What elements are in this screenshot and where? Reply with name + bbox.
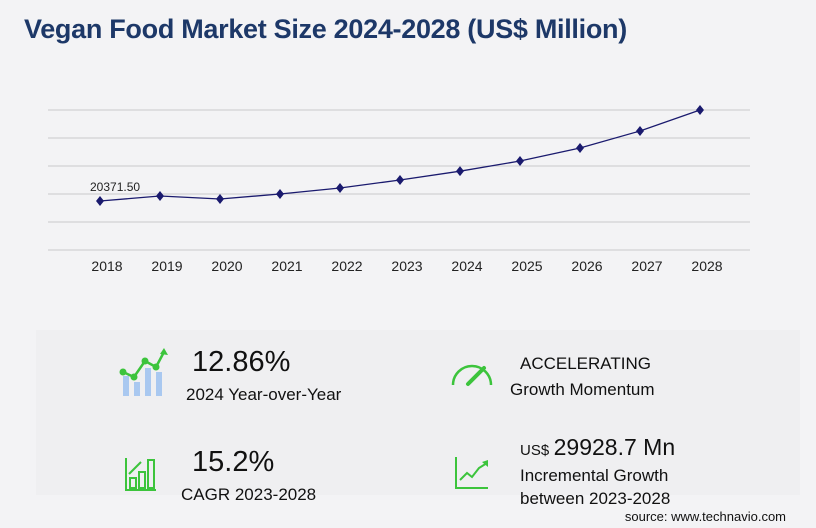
data-point-2027 [636,125,644,136]
x-tick-label: 2025 [511,258,542,274]
x-tick-label: 2018 [91,258,122,274]
data-point-2020 [216,193,224,204]
source-credit: source: www.technavio.com [624,509,786,524]
page-title: Vegan Food Market Size 2024-2028 (US$ Mi… [24,14,627,44]
data-point-2021 [276,188,284,199]
data-point-2028 [696,105,704,115]
x-tick-label: 2023 [391,258,422,274]
data-point-2022 [336,182,344,193]
bar-growth-icon [125,458,156,491]
speedometer-icon [451,364,493,386]
incremental-amount: 29928.7 Mn [553,434,676,460]
incremental-value: US$ 29928.7 Mn [520,434,675,461]
growth-bar-chart-icon [119,348,168,396]
momentum-value: ACCELERATING [520,354,651,373]
cagr-label: CAGR 2023-2028 [181,485,317,504]
data-label: 20371.50 [90,180,140,194]
data-point-2025 [516,155,524,166]
x-tick-label: 2028 [691,258,722,274]
x-tick-label: 2021 [271,258,302,274]
yoy-label: 2024 Year-over-Year [186,385,342,404]
line-chart: 20371.50 2018 2019 2020 2021 2022 2023 2024 2025… [48,105,750,274]
cagr-value: 15.2% [192,446,275,478]
x-tick-label: 2027 [631,258,662,274]
data-point-2019 [156,190,164,201]
stats-panel [36,330,800,495]
x-tick-label: 2019 [151,258,182,274]
data-point-2026 [576,142,584,153]
data-point-2023 [396,175,404,185]
momentum-label: Growth Momentum [510,380,655,399]
data-point-2024 [456,166,464,177]
x-tick-label: 2024 [451,258,482,274]
x-tick-label: 2022 [331,258,362,274]
currency-prefix: US$ [520,442,550,459]
yoy-value: 12.86% [192,346,291,378]
x-tick-label: 2026 [571,258,602,274]
series-line [99,109,701,202]
x-tick-label: 2020 [211,258,242,274]
data-point-2018 [96,195,104,206]
incremental-label-2: between 2023-2028 [520,489,671,508]
trend-up-icon [455,457,488,489]
incremental-label-1: Incremental Growth [520,466,669,485]
